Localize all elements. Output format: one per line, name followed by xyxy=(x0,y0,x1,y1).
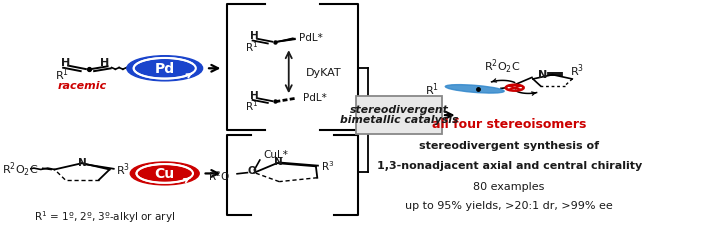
Text: Cu: Cu xyxy=(155,167,175,181)
Ellipse shape xyxy=(446,85,504,94)
Text: R$^3$: R$^3$ xyxy=(117,160,130,177)
Text: up to 95% yields, >20:1 dr, >99% ee: up to 95% yields, >20:1 dr, >99% ee xyxy=(405,201,613,210)
Circle shape xyxy=(127,57,202,82)
Text: 80 examples: 80 examples xyxy=(474,181,545,191)
Text: H: H xyxy=(60,58,70,68)
Text: OAc: OAc xyxy=(130,64,153,74)
Text: R$^3$: R$^3$ xyxy=(321,158,335,172)
Text: all four stereoisomers: all four stereoisomers xyxy=(432,117,586,130)
Text: O: O xyxy=(247,166,256,176)
Text: CuL*: CuL* xyxy=(264,149,288,159)
Text: R$^2$O$_2$C: R$^2$O$_2$C xyxy=(484,57,521,76)
Text: PdL*: PdL* xyxy=(299,33,323,43)
Text: R$^1$ = 1º, 2º, 3º-alkyl or aryl: R$^1$ = 1º, 2º, 3º-alkyl or aryl xyxy=(34,208,175,224)
Text: stereodivergent: stereodivergent xyxy=(349,105,449,115)
Text: H: H xyxy=(250,31,258,41)
Text: N: N xyxy=(78,157,87,167)
Text: R$^3$: R$^3$ xyxy=(570,62,584,78)
Circle shape xyxy=(130,162,199,185)
Text: R$^1$: R$^1$ xyxy=(245,99,258,113)
Text: racemic: racemic xyxy=(58,80,107,90)
Text: bimetallic catalysis: bimetallic catalysis xyxy=(340,114,458,124)
Polygon shape xyxy=(276,39,295,43)
Text: 1,3-nonadjacent axial and central chirality: 1,3-nonadjacent axial and central chiral… xyxy=(377,161,642,171)
Text: R$^2$O: R$^2$O xyxy=(208,169,230,183)
Text: R$^2$O$_2$C: R$^2$O$_2$C xyxy=(2,160,39,178)
Text: DyKAT: DyKAT xyxy=(306,67,341,77)
Text: R$^1$: R$^1$ xyxy=(55,66,69,83)
Text: R$^1$: R$^1$ xyxy=(425,81,439,98)
Text: R$^1$: R$^1$ xyxy=(245,40,258,54)
Text: stereodivergent synthesis of: stereodivergent synthesis of xyxy=(419,140,599,150)
Text: N: N xyxy=(274,156,283,166)
Text: N: N xyxy=(538,70,547,80)
Text: H: H xyxy=(250,90,258,101)
Text: PdL*: PdL* xyxy=(302,93,326,103)
Text: H: H xyxy=(100,58,109,68)
FancyBboxPatch shape xyxy=(356,97,442,134)
Text: Pd: Pd xyxy=(155,62,175,76)
